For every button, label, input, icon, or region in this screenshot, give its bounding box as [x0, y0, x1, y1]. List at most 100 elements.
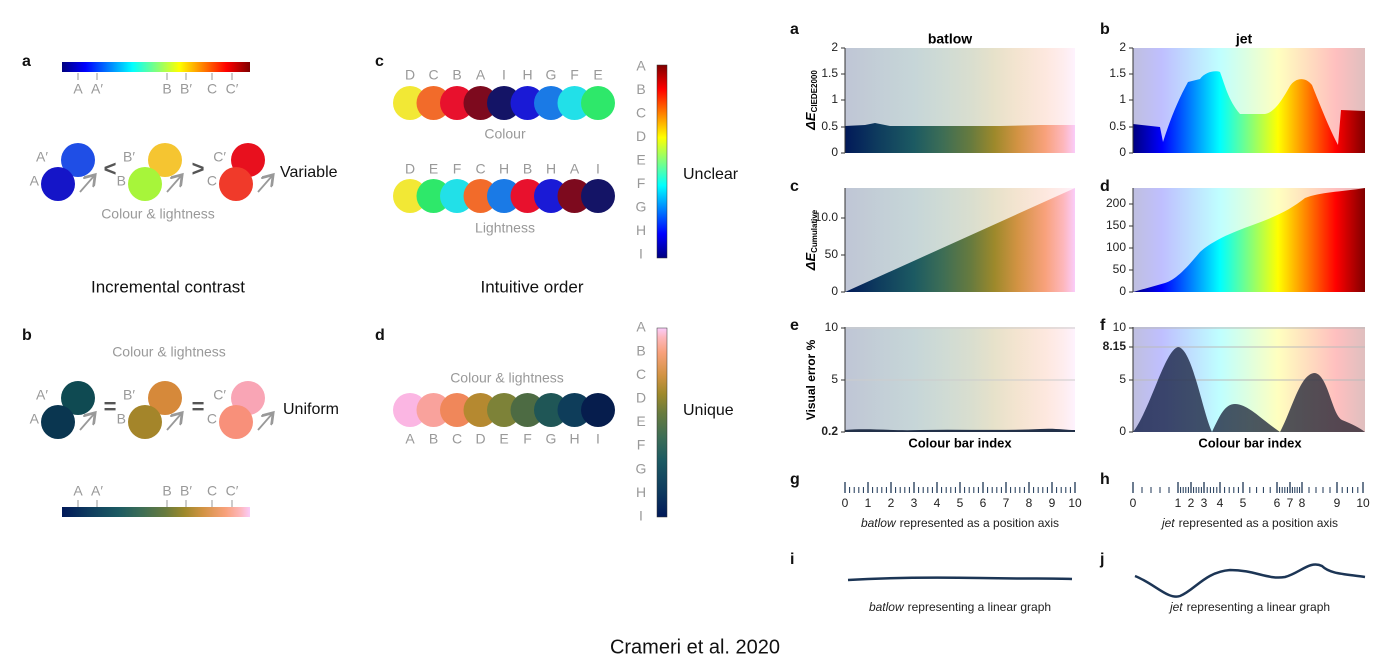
batlow-colorbar-vertical — [656, 327, 668, 518]
caption-rest: represented as a position axis — [900, 516, 1059, 530]
colorbar-tick-label: B′ — [180, 483, 192, 499]
circle-label: I — [502, 67, 506, 83]
colorbar-tick-label: H — [636, 222, 646, 238]
colorbar-tick-label: A′ — [91, 483, 103, 499]
y-axis-label-main: ΔE — [803, 112, 818, 131]
colour-circle — [393, 86, 427, 120]
x-tick-label: 7 — [1003, 496, 1010, 510]
arrow — [166, 414, 181, 431]
colorbar-tick-label: A′ — [91, 81, 103, 97]
colorbar-tick-label: B′ — [180, 81, 192, 97]
circle-label: G — [546, 67, 557, 83]
colour-circle — [128, 167, 162, 201]
x-tick-label: 0 — [1130, 496, 1137, 510]
colorbar-tick-label: A — [73, 81, 83, 97]
jet-colorbar-vertical — [656, 64, 668, 259]
x-tick-label: 8 — [1299, 496, 1306, 510]
panel-label: b — [22, 327, 32, 344]
x-tick-label: 1 — [865, 496, 872, 510]
circle-label: H — [569, 431, 579, 447]
circle-label: I — [596, 161, 600, 177]
colorbar-tick-label: G — [636, 460, 647, 476]
colorbar-tick-label: F — [637, 175, 646, 191]
colour-circle — [487, 179, 521, 213]
comparison-sign: > — [192, 156, 205, 181]
colorbar-tick-label: H — [636, 484, 646, 500]
panel-label: i — [790, 551, 794, 568]
colour-circle — [219, 167, 253, 201]
panel-label: f — [1100, 317, 1106, 334]
circle-label: A — [30, 173, 40, 189]
colour-circle — [416, 86, 451, 120]
note: Colour & lightness — [101, 206, 215, 222]
section-title: Incremental contrast — [91, 277, 245, 296]
circle-label: H — [522, 67, 532, 83]
caption-rest: representing a linear graph — [1187, 600, 1330, 614]
x-tick-label: 2 — [1188, 496, 1195, 510]
caption-em: batlow — [869, 600, 905, 614]
linear-graph-jet — [1134, 563, 1366, 598]
x-tick-label: 9 — [1049, 496, 1056, 510]
note: Colour & lightness — [450, 370, 564, 386]
y-axis-label-main: ΔE — [803, 253, 818, 272]
y-tick-label: 0 — [1119, 284, 1126, 298]
circle-label: I — [596, 431, 600, 447]
result-label: Unique — [683, 402, 734, 419]
panel-label: c — [375, 53, 384, 70]
x-tick-label: 4 — [934, 496, 941, 510]
colorbar-tick-label: G — [636, 199, 647, 215]
circle-label: A′ — [36, 387, 48, 403]
batlow-colorbar — [62, 507, 250, 517]
result-label: Unclear — [683, 166, 739, 183]
arrow — [166, 176, 181, 193]
colorbar-tick-label: A — [73, 483, 83, 499]
panel-label: g — [790, 471, 800, 488]
colour-circle — [487, 86, 521, 120]
y-tick-label: 2 — [1119, 40, 1126, 54]
plot-e — [845, 327, 1075, 432]
plot-b — [1133, 48, 1365, 153]
colour-circle — [128, 405, 162, 439]
panel-label: h — [1100, 471, 1110, 488]
circle-label: C — [428, 67, 438, 83]
caption-em: jet — [1168, 600, 1183, 614]
y-tick-label: 150 — [1106, 218, 1126, 232]
y-tick-label: 2 — [831, 40, 838, 54]
circle-label: E — [499, 431, 508, 447]
panel-label: a — [22, 53, 31, 70]
y-tick-label: 10.0 — [815, 210, 839, 224]
colour-circle — [61, 143, 95, 177]
colour-circle — [510, 86, 545, 120]
colour-circle — [463, 86, 498, 120]
circle-label: A′ — [36, 149, 48, 165]
colour-circle — [534, 179, 568, 213]
colorbar-tick-label: C — [207, 483, 217, 499]
x-axis-label: Colour bar index — [1198, 435, 1302, 450]
colour-circle — [581, 179, 615, 213]
circle-label: B — [429, 431, 438, 447]
panel-label: c — [790, 178, 799, 195]
colour-circle — [510, 393, 545, 427]
plot-f — [1133, 327, 1365, 432]
x-tick-label: 6 — [980, 496, 987, 510]
linear-graph-batlow — [847, 576, 1073, 582]
y-axis-label: ΔECumulative — [803, 209, 819, 271]
circle-label: B′ — [123, 149, 135, 165]
colour-circle — [219, 405, 253, 439]
caption: batlow represented as a position axis — [861, 516, 1059, 530]
colour-circle — [416, 393, 451, 427]
plot-c — [845, 188, 1075, 292]
colour-circle — [41, 167, 75, 201]
plot-d — [1133, 188, 1365, 292]
colour-circle — [440, 179, 474, 213]
row-caption: Lightness — [475, 220, 535, 236]
plot-a — [845, 48, 1075, 153]
x-tick-label: 3 — [911, 496, 918, 510]
y-tick-label: 8.15 — [1103, 339, 1127, 353]
colorbar-tick-label: I — [639, 246, 643, 262]
circle-label: B′ — [123, 387, 135, 403]
colorbar-tick-label: A — [636, 58, 646, 74]
arrow — [257, 414, 272, 431]
circle-label: B — [452, 67, 461, 83]
panel-label: d — [1100, 178, 1110, 195]
